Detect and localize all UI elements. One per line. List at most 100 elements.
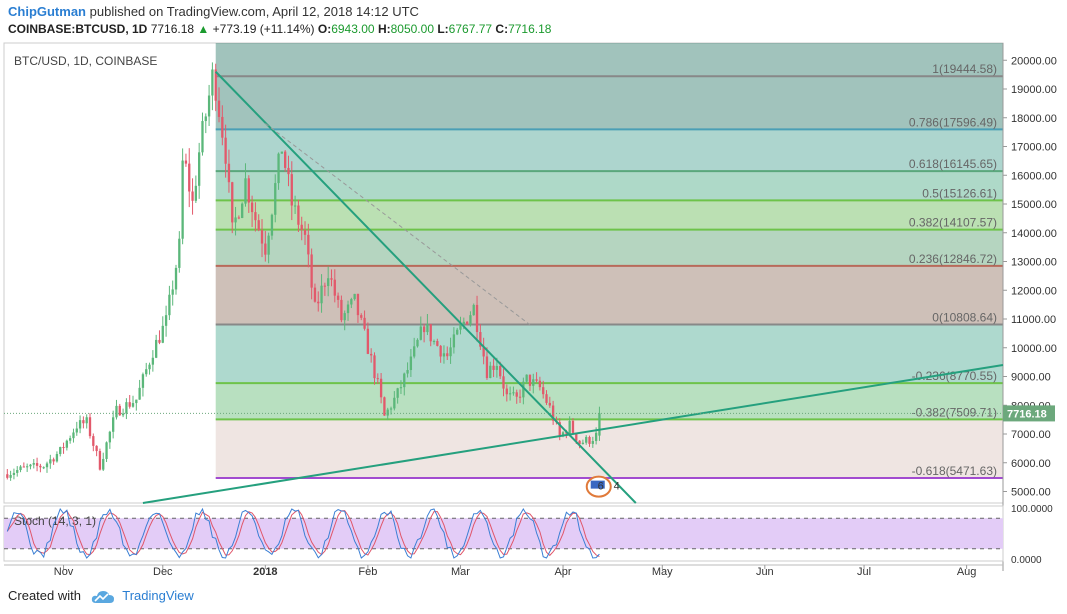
candle-body	[115, 405, 118, 418]
candle-body	[52, 459, 55, 462]
fib-level-label: 0.382(14107.57)	[909, 216, 997, 230]
candle-body	[489, 365, 492, 378]
candle-body	[472, 304, 475, 316]
candle-body	[9, 474, 12, 478]
candle-body	[49, 459, 52, 464]
fib-level-label: 0.786(17596.49)	[909, 115, 997, 129]
candle-body	[456, 329, 459, 335]
events-count: 4	[614, 481, 620, 493]
stoch-d-line	[6, 509, 600, 558]
tradingview-link[interactable]: TradingView	[122, 588, 194, 603]
candle-body	[333, 279, 336, 296]
candle-body	[184, 160, 188, 164]
candle-body	[303, 229, 307, 235]
price-pane	[3, 42, 1004, 504]
candle-body	[545, 394, 548, 403]
candle-body	[138, 387, 141, 400]
candle-body	[204, 116, 207, 122]
candle-body	[257, 220, 260, 231]
fib-zone	[215, 129, 1003, 172]
candle-body	[174, 267, 178, 290]
ohlc-header: COINBASE:BTCUSD, 1D 7716.18 ▲ +773.19 (+…	[8, 22, 551, 36]
candle-body	[379, 378, 383, 398]
author-link[interactable]: ChipGutman	[8, 4, 86, 19]
candle-body	[317, 301, 320, 304]
candle-body	[161, 325, 164, 343]
candle-body	[429, 324, 432, 342]
candle-body	[459, 323, 462, 330]
symbol-label: COINBASE:BTCUSD, 1D	[8, 22, 148, 36]
candle-body	[237, 217, 241, 219]
candle-body	[366, 328, 370, 354]
candle-body	[293, 205, 297, 207]
candle-body	[181, 160, 184, 239]
candle-body	[383, 397, 386, 416]
candle-body	[29, 464, 32, 467]
candle-body	[188, 163, 191, 192]
fib-zone	[215, 265, 1003, 325]
candle-body	[112, 417, 115, 432]
candle-body	[575, 432, 578, 441]
candle-body	[346, 304, 350, 314]
footer: Created with TradingView	[8, 588, 194, 604]
x-tick-label: Jun	[756, 566, 774, 578]
candle-body	[72, 432, 75, 439]
fib-level-label: 0(10808.64)	[932, 311, 997, 325]
candle-body	[194, 185, 198, 201]
fib-zone	[215, 229, 1003, 266]
fib-zone	[215, 200, 1003, 230]
candle-body	[432, 341, 436, 343]
x-tick-label: Jul	[857, 566, 871, 578]
candle-body	[419, 326, 422, 340]
y-tick-label: 11000.00	[1011, 314, 1056, 326]
fib-zone	[215, 171, 1003, 201]
candle-body	[482, 346, 485, 357]
candle-body	[515, 392, 518, 397]
x-tick-label: May	[652, 566, 673, 578]
fib-level-label: -0.236(8770.55)	[912, 369, 997, 383]
candle-body	[386, 409, 389, 416]
candle-body	[502, 376, 505, 389]
events-flag-icon	[590, 480, 605, 489]
candle-body	[350, 299, 353, 305]
candle-body	[310, 254, 313, 288]
candle-body	[221, 116, 224, 138]
y-tick-label: 16000.00	[1011, 170, 1057, 182]
candle-body	[462, 321, 465, 324]
fib-level-label: 1(19444.58)	[932, 62, 997, 76]
last-price-tag	[1003, 405, 1055, 422]
candle-body	[508, 393, 512, 395]
candle-body	[277, 153, 280, 184]
candle-body	[102, 458, 105, 470]
candle-body	[452, 334, 456, 348]
x-tick-label: Mar	[451, 566, 470, 578]
candle-body	[16, 470, 19, 473]
candle-body	[449, 347, 452, 357]
candle-body	[297, 205, 300, 225]
candle-body	[538, 380, 542, 388]
x-tick-label: 2018	[253, 566, 277, 578]
candle-body	[442, 353, 446, 357]
y-tick-label: 10000.00	[1011, 343, 1057, 355]
candle-body	[191, 191, 194, 201]
candle-body	[475, 304, 479, 333]
change-arrow-icon: ▲	[197, 22, 210, 36]
stoch-k-line	[6, 507, 600, 559]
close-label: C:	[495, 22, 509, 36]
fib-zone	[215, 383, 1003, 420]
low-value: 6767.77	[448, 22, 493, 36]
candle-body	[75, 428, 78, 433]
candle-body	[201, 121, 204, 153]
candle-body	[307, 234, 310, 255]
trend-line-descending	[214, 71, 637, 504]
fib-zone-top	[215, 43, 1003, 77]
candle-body	[78, 420, 82, 429]
tradingview-cloud-icon[interactable]	[91, 590, 115, 604]
candle-body	[528, 374, 532, 386]
candle-body	[19, 466, 22, 471]
candle-body	[578, 440, 581, 444]
y-tick-label: 18000.00	[1011, 113, 1057, 125]
candle-body	[22, 466, 26, 468]
x-tick-label: Apr	[554, 566, 571, 578]
